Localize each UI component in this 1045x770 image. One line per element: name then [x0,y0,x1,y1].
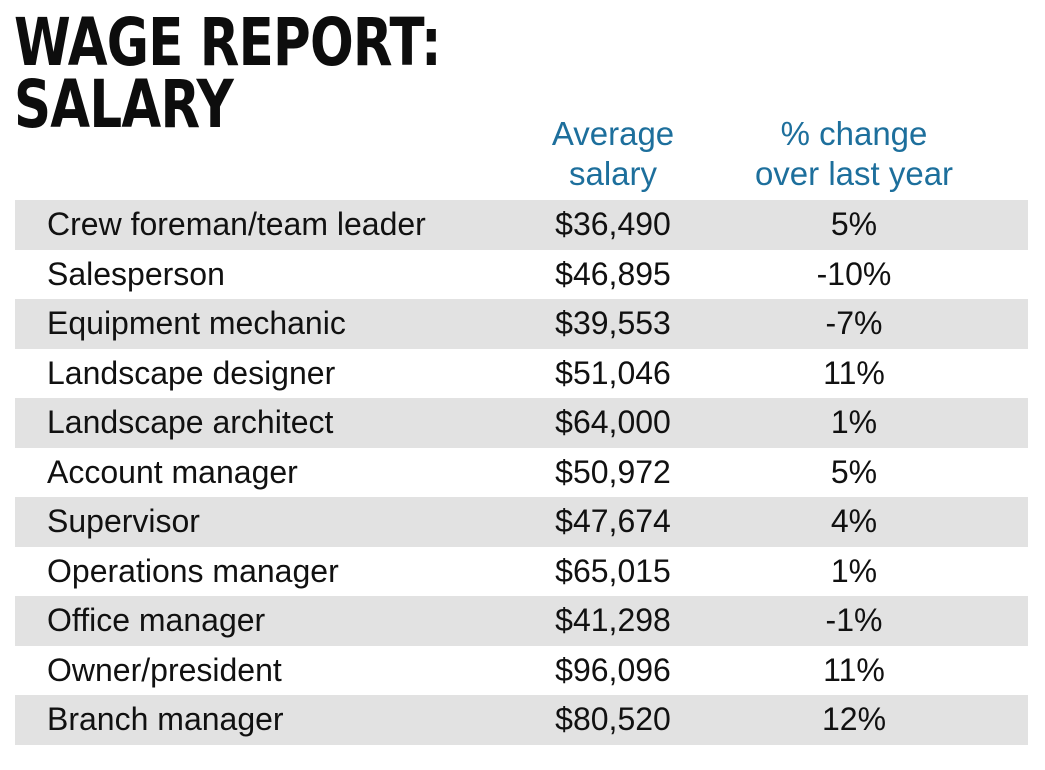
job-title-cell: Salesperson [47,255,225,292]
title-line-1: WAGE REPORT: [14,4,442,81]
table-row: Salesperson $46,895 -10% [15,250,1028,300]
page-title: WAGE REPORT: SALARY [14,4,442,143]
percent-change-cell: 11% [823,651,885,688]
job-title-cell: Office manager [47,602,266,638]
percent-change-cell: 1% [830,404,878,440]
percent-change-cell: -10% [816,255,892,292]
table-row: Account manager $50,972 5% [15,448,1028,498]
title-line-2: SALARY [14,66,234,143]
average-salary-cell: $50,972 [555,453,671,490]
average-salary-cell: $39,553 [555,305,671,341]
table-row: Operations manager $65,015 1% [15,547,1028,597]
average-salary-cell: $47,674 [555,503,671,539]
column-header-average-salary: Average salary [551,115,675,192]
job-title-cell: Crew foreman/team leader [47,206,426,242]
percent-change-cell: 12% [821,701,887,737]
table-row: Landscape architect $64,000 1% [15,398,1028,448]
percent-change-cell: 4% [830,503,878,539]
average-salary-cell: $51,046 [555,354,671,391]
percent-change-cell: 5% [830,453,878,490]
table-row: Branch manager $80,520 12% [15,695,1028,745]
average-salary-cell: $96,096 [555,651,671,688]
job-title-cell: Equipment mechanic [47,305,346,341]
average-salary-cell: $65,015 [555,552,671,589]
job-title-cell: Operations manager [47,552,339,589]
percent-change-cell: 1% [830,552,878,589]
table-row: Crew foreman/team leader $36,490 5% [15,200,1028,250]
average-salary-cell: $80,520 [555,701,671,737]
table-row: Office manager $41,298 -1% [15,596,1028,646]
average-salary-cell: $36,490 [555,206,671,242]
salary-table: Crew foreman/team leader $36,490 5% Salespe… [15,200,1028,745]
job-title-cell: Landscape architect [47,404,334,440]
average-salary-cell: $64,000 [555,404,671,440]
table-row: Owner/president $96,096 11% [15,646,1028,696]
column-header-percent-change: % change over last year [754,115,954,192]
job-title-cell: Landscape designer [47,354,336,391]
job-title-cell: Branch manager [47,701,284,737]
job-title-cell: Account manager [47,453,298,490]
percent-change-cell: -1% [825,602,883,638]
average-salary-cell: $46,895 [555,255,671,292]
table-row: Landscape designer $51,046 11% [15,349,1028,399]
job-title-cell: Supervisor [47,503,200,539]
percent-change-cell: 5% [830,206,878,242]
table-row: Supervisor $47,674 4% [15,497,1028,547]
percent-change-cell: -7% [825,305,883,341]
job-title-cell: Owner/president [47,651,282,688]
average-salary-cell: $41,298 [555,602,671,638]
percent-change-cell: 11% [823,354,885,391]
table-row: Equipment mechanic $39,553 -7% [15,299,1028,349]
